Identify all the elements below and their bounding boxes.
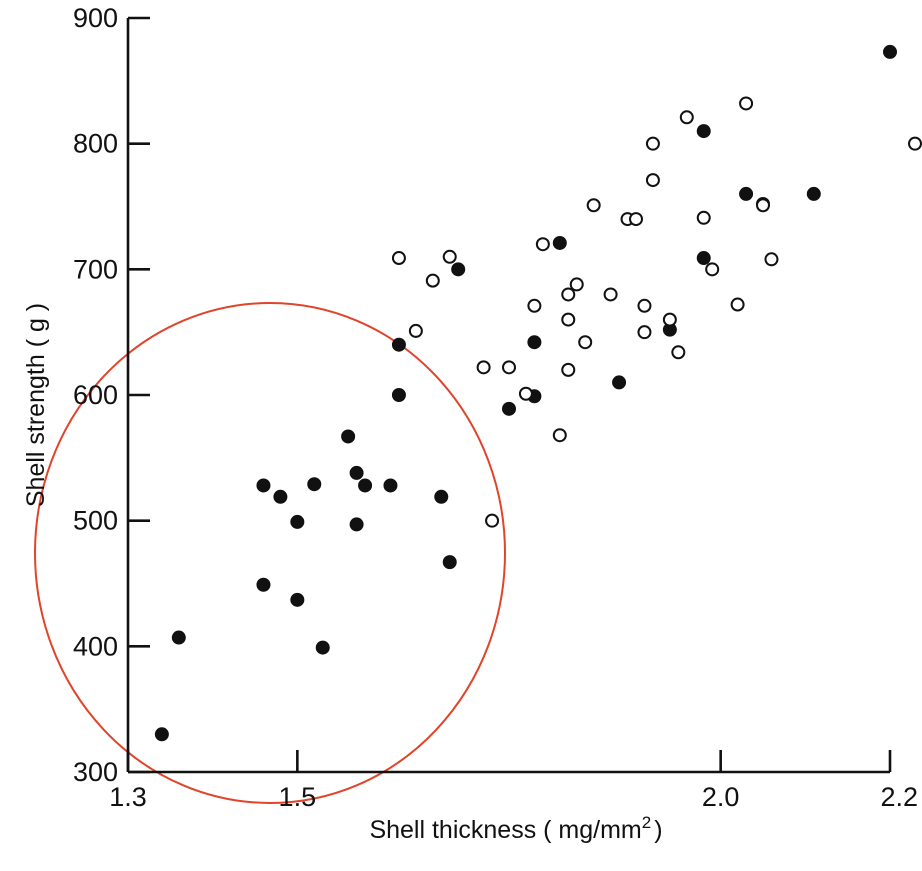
- data-point-filled: [696, 124, 711, 139]
- data-point-open: [637, 298, 652, 313]
- y-tick-label: 900: [73, 3, 118, 33]
- data-point-open: [527, 298, 542, 313]
- data-point-open: [730, 297, 745, 312]
- y-axis-title: Shell strength ( g ): [22, 303, 50, 507]
- data-point-open: [552, 428, 567, 443]
- data-point-filled: [290, 592, 305, 607]
- data-point-filled: [383, 478, 398, 493]
- data-points: [154, 44, 922, 742]
- data-point-open: [629, 212, 643, 227]
- x-tick-label: 2.2: [880, 782, 918, 812]
- data-point-open: [645, 173, 660, 188]
- y-tick-label: 800: [73, 129, 118, 159]
- x-tick-label: 1.5: [279, 782, 317, 812]
- axes: [126, 18, 890, 774]
- data-point-open: [705, 262, 720, 277]
- data-point-filled: [171, 630, 186, 645]
- data-point-open: [603, 287, 618, 302]
- x-tick-label: 1.3: [109, 782, 147, 812]
- data-point-open: [578, 335, 593, 350]
- data-point-filled: [612, 375, 627, 390]
- highlight-circle-layer: [34, 302, 506, 804]
- data-point-filled: [391, 388, 406, 402]
- data-point-filled: [391, 337, 406, 352]
- data-point-filled: [256, 478, 271, 493]
- x-tick-label: 2.0: [702, 782, 740, 812]
- data-point-open: [561, 362, 576, 377]
- y-tick-label: 300: [73, 757, 118, 787]
- data-point-open: [518, 386, 533, 401]
- data-point-filled: [434, 489, 449, 504]
- data-point-open: [679, 110, 694, 125]
- tick-labels: 300 400 500 600 700 800 900 1.3 1.5 2.0 2.2: [73, 3, 918, 812]
- data-point-filled: [696, 251, 711, 266]
- data-point-open: [662, 312, 677, 327]
- data-point-filled: [290, 514, 305, 529]
- data-point-filled: [349, 465, 364, 480]
- data-point-open: [908, 136, 922, 151]
- data-point-filled: [358, 478, 373, 493]
- data-point-open: [476, 360, 491, 375]
- data-point-open: [442, 249, 457, 264]
- data-point-filled: [739, 186, 754, 201]
- x-axis-title-main: Shell thickness ( mg/mm: [369, 816, 641, 844]
- data-point-filled: [806, 186, 821, 201]
- highlight-ellipse: [34, 302, 506, 804]
- x-axis-title-end: ): [654, 816, 662, 844]
- x-axis-title: Shell thickness ( mg/mm2): [369, 813, 662, 844]
- data-point-filled: [883, 44, 897, 59]
- data-point-filled: [154, 727, 169, 742]
- y-tick-label: 600: [73, 380, 118, 410]
- y-tick-label: 500: [73, 506, 118, 536]
- data-point-open: [561, 312, 576, 327]
- data-point-open: [637, 325, 652, 340]
- data-point-filled: [527, 335, 542, 350]
- data-point-filled: [341, 429, 356, 444]
- data-point-filled: [442, 555, 457, 570]
- data-point-open: [561, 287, 576, 302]
- x-axis-title-superscript: 2: [642, 813, 651, 832]
- data-point-filled: [307, 477, 322, 492]
- data-point-open: [671, 345, 686, 360]
- tick-marks: [126, 16, 892, 774]
- data-point-filled: [256, 577, 271, 592]
- data-point-filled: [349, 517, 364, 532]
- data-point-open: [425, 273, 440, 288]
- data-point-filled: [552, 235, 567, 250]
- data-point-open: [502, 360, 516, 375]
- y-tick-label: 700: [73, 254, 118, 284]
- data-point-open: [739, 96, 754, 111]
- y-tick-label: 400: [73, 631, 118, 661]
- data-point-filled: [502, 401, 516, 416]
- data-point-open: [756, 198, 770, 213]
- data-point-open: [391, 251, 406, 266]
- data-point-filled: [451, 262, 466, 277]
- data-point-open: [645, 136, 660, 151]
- data-point-open: [764, 252, 779, 267]
- data-point-open: [696, 210, 711, 225]
- data-point-open: [569, 277, 584, 292]
- data-point-open: [535, 237, 550, 252]
- data-point-open: [586, 198, 601, 213]
- data-point-open: [485, 513, 500, 528]
- data-point-open: [408, 323, 423, 338]
- data-point-filled: [315, 640, 330, 655]
- data-point-filled: [273, 489, 288, 504]
